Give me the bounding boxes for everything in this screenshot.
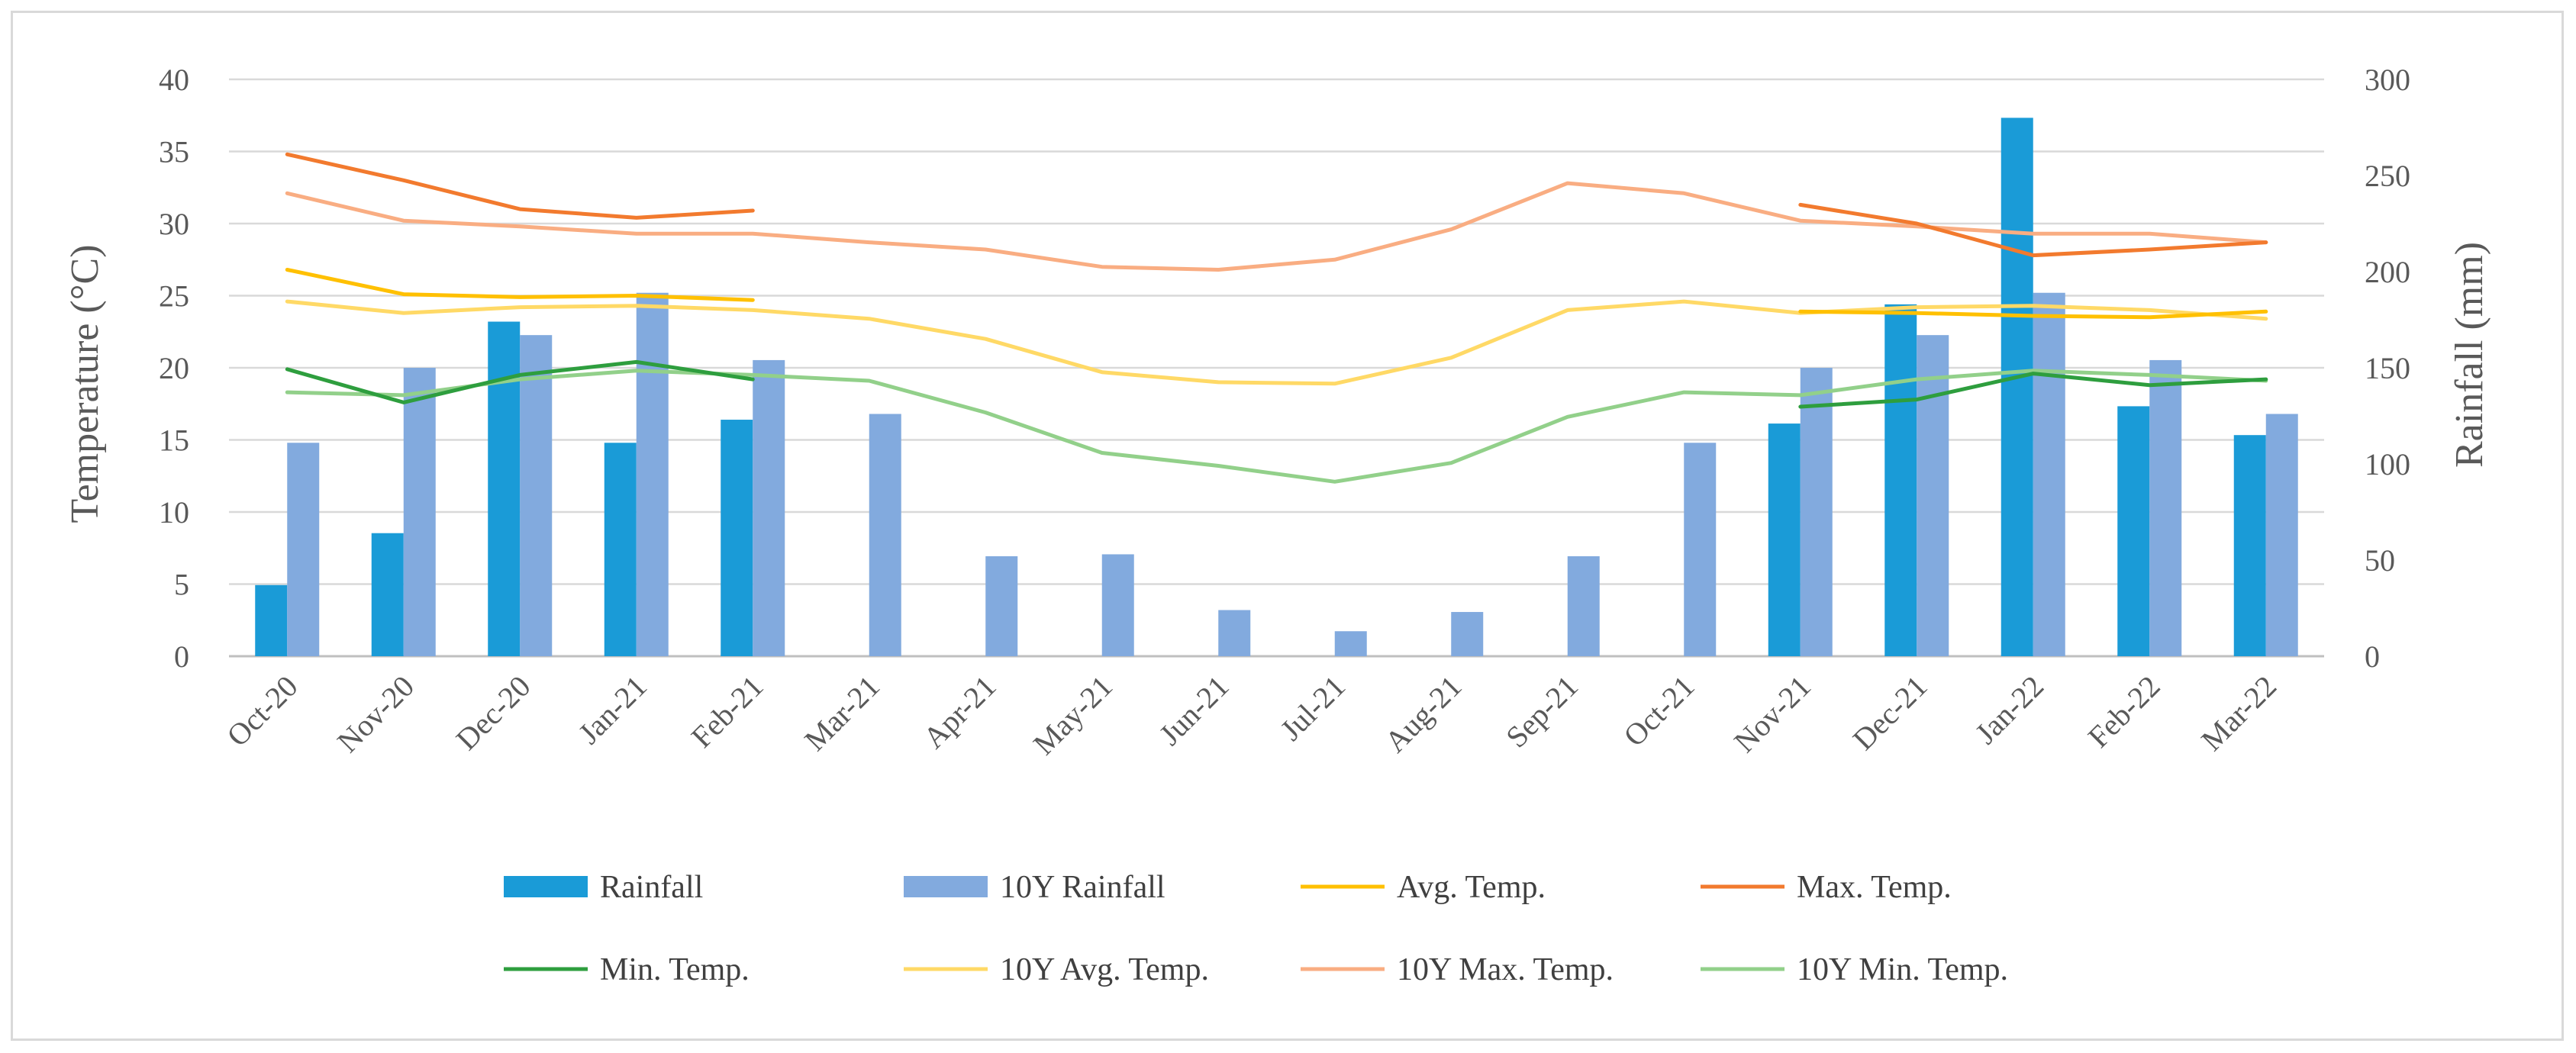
- bar-10y-rainfall: [1567, 555, 1600, 656]
- y-left-tick-label: 5: [174, 568, 189, 602]
- y-left-tick-label: 10: [159, 495, 189, 530]
- bar-10y-rainfall: [1451, 612, 1484, 656]
- y-left-tick-label: 20: [159, 351, 189, 385]
- bar-rainfall: [255, 584, 288, 656]
- bar-10y-rainfall: [753, 359, 785, 656]
- legend-label-rainfall: Rainfall: [600, 870, 703, 905]
- line-min-temp-: [1798, 372, 2268, 409]
- bar-10y-rainfall: [2033, 292, 2065, 656]
- x-tick-label: Mar-22: [2194, 669, 2283, 758]
- line-series: [285, 152, 2268, 484]
- y-right-tick-label: 250: [2365, 159, 2410, 193]
- legend-label-avg-temp-: Avg. Temp.: [1397, 870, 1546, 905]
- bar-10y-rainfall: [1800, 368, 1833, 656]
- y-axis-left-title: Temperature (°C): [63, 244, 107, 523]
- bar-rainfall: [1768, 423, 1801, 656]
- y-right-tick-label: 300: [2365, 63, 2410, 97]
- legend-label-10y-avg-temp-: 10Y Avg. Temp.: [1000, 952, 1209, 987]
- bar-10y-rainfall: [1917, 335, 1949, 656]
- legend-label-max-temp-: Max. Temp.: [1797, 870, 1952, 905]
- x-tick-label: Feb-22: [2081, 669, 2167, 755]
- line-avg-temp-: [1798, 309, 2268, 320]
- y-right-tick-label: 100: [2365, 447, 2410, 481]
- bar-10y-rainfall: [2149, 359, 2182, 656]
- legend: Rainfall 10Y Rainfall Avg. Temp. Max. Temp.…: [504, 870, 2008, 987]
- legend-label-10y-max-temp-: 10Y Max. Temp.: [1397, 952, 1614, 987]
- x-tick-label: Jul-21: [1274, 669, 1352, 748]
- x-tick-label: Jan-22: [1968, 669, 2050, 751]
- line-min-temp-: [285, 359, 755, 404]
- bar-rainfall: [2233, 435, 2266, 656]
- gridlines: [229, 78, 2324, 658]
- line-10y-max-temp-: [285, 181, 2268, 272]
- line-max-temp-: [1798, 202, 2268, 258]
- bar-rainfall: [2117, 406, 2150, 656]
- bar-10y-rainfall: [520, 335, 553, 656]
- x-tick-label: Feb-21: [685, 669, 770, 755]
- y-left-tick-label: 30: [159, 207, 189, 241]
- bar-10y-rainfall: [1101, 554, 1134, 656]
- y-left-tick-label: 25: [159, 279, 189, 314]
- bar-series: [255, 118, 2298, 656]
- legend-label-10y-min-temp-: 10Y Min. Temp.: [1797, 952, 2008, 987]
- y-left-tick-label: 40: [159, 63, 189, 97]
- y-right-tick-label: 200: [2365, 255, 2410, 289]
- line-avg-temp-: [285, 268, 755, 302]
- bar-rainfall: [488, 321, 521, 656]
- y-right-tick-label: 50: [2365, 543, 2395, 578]
- x-tick-label: Aug-21: [1378, 669, 1468, 759]
- x-tick-label: Oct-20: [220, 669, 304, 753]
- x-tick-label: Apr-21: [917, 669, 1003, 755]
- line-10y-min-temp-: [285, 369, 2268, 484]
- legend-swatch-rainfall: [504, 876, 588, 897]
- line-max-temp-: [285, 152, 755, 220]
- x-tick-label: Nov-20: [330, 669, 421, 759]
- legend-label-10y-rainfall: 10Y Rainfall: [1000, 870, 1165, 905]
- x-tick-label: Mar-21: [798, 669, 886, 758]
- x-tick-label: Nov-21: [1727, 669, 1817, 759]
- bar-10y-rainfall: [1218, 610, 1251, 656]
- x-tick-label: Jun-21: [1153, 669, 1236, 752]
- x-tick-label: Oct-21: [1617, 669, 1701, 753]
- y-left-tick-label: 35: [159, 135, 189, 169]
- x-tick-label: Dec-20: [450, 669, 537, 757]
- x-tick-label: Dec-21: [1846, 669, 1934, 757]
- y-right-tick-label: 0: [2365, 639, 2380, 674]
- x-tick-label: May-21: [1027, 669, 1119, 762]
- y-axis-right-title: Rainfall (mm): [2448, 242, 2491, 468]
- bar-10y-rainfall: [1334, 631, 1367, 656]
- y-right-tick-label: 150: [2365, 351, 2410, 385]
- legend-label-min-temp-: Min. Temp.: [600, 952, 750, 987]
- bar-10y-rainfall: [2265, 414, 2298, 656]
- bar-10y-rainfall: [636, 292, 669, 656]
- bar-10y-rainfall: [985, 555, 1018, 656]
- bar-rainfall: [2001, 118, 2033, 656]
- line-10y-avg-temp-: [285, 299, 2268, 386]
- bar-10y-rainfall: [403, 368, 436, 656]
- y-left-tick-label: 15: [159, 423, 189, 458]
- bar-10y-rainfall: [1684, 443, 1717, 656]
- legend-swatch-10y-rainfall: [904, 876, 988, 897]
- bar-rainfall: [604, 443, 637, 656]
- bar-rainfall: [371, 533, 404, 656]
- bar-10y-rainfall: [869, 414, 901, 656]
- x-tick-label: Jan-21: [572, 669, 653, 751]
- bar-10y-rainfall: [287, 443, 320, 656]
- bar-rainfall: [721, 420, 753, 656]
- y-left-tick-label: 0: [174, 639, 189, 674]
- bar-rainfall: [1884, 304, 1917, 656]
- x-tick-label: Sep-21: [1499, 669, 1585, 755]
